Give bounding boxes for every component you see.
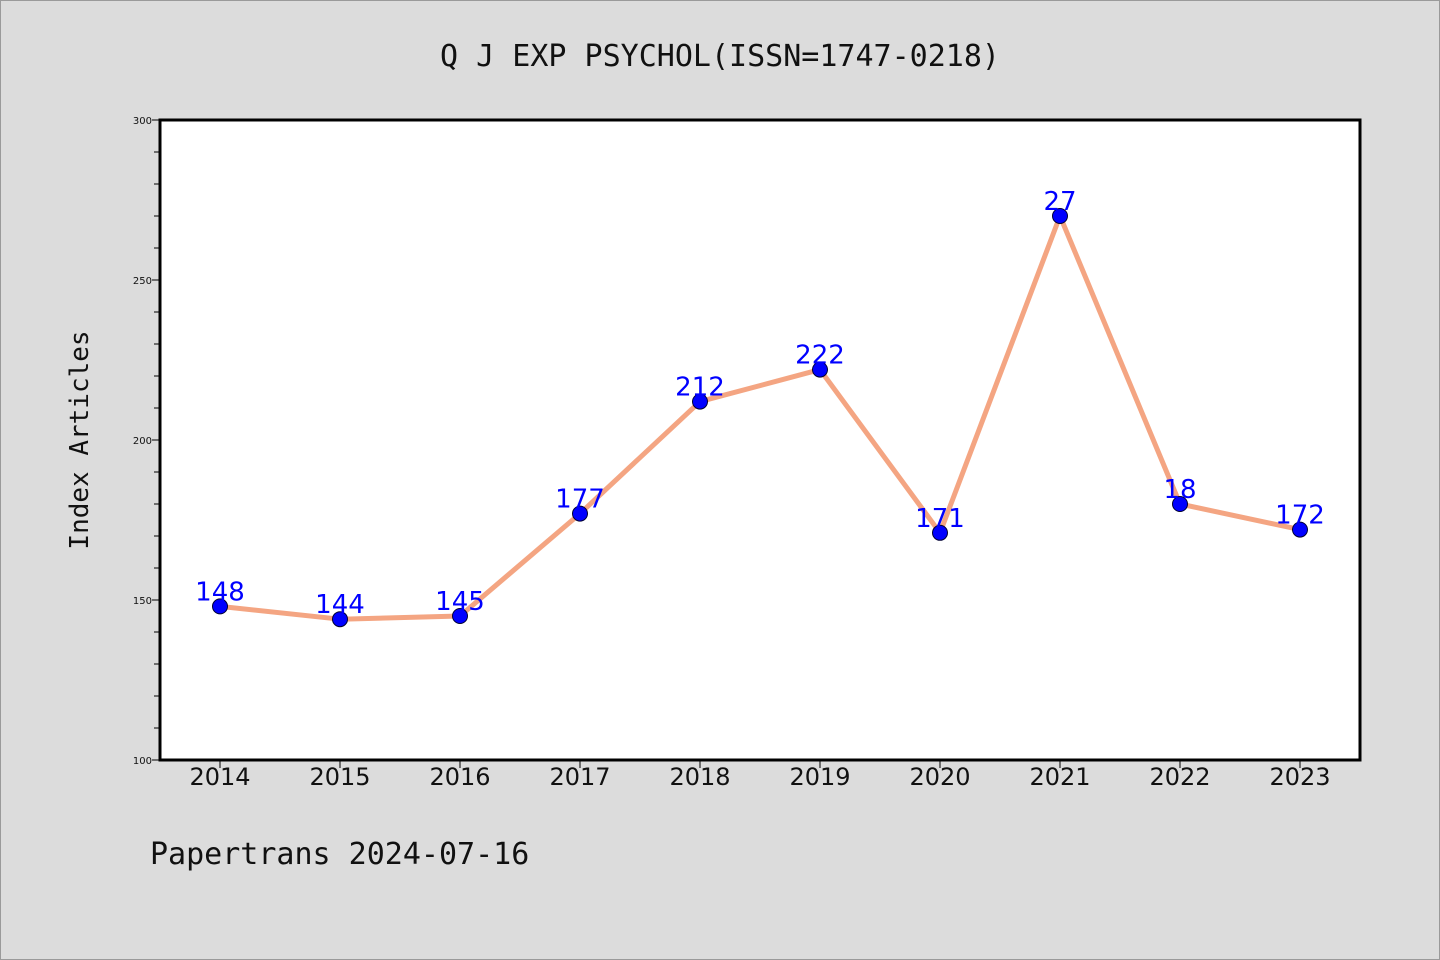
x-tick-label: 2023 bbox=[1269, 763, 1330, 791]
data-label: 18 bbox=[1163, 475, 1196, 505]
data-point bbox=[452, 608, 468, 624]
y-axis: 100 150 200 250 300 bbox=[133, 116, 160, 767]
y-tick-label: 250 bbox=[133, 276, 152, 287]
data-point bbox=[1172, 496, 1188, 512]
y-axis-label: Index Articles bbox=[65, 330, 95, 549]
data-point bbox=[1292, 521, 1308, 538]
plot-area bbox=[158, 118, 1362, 762]
data-label: 212 bbox=[675, 373, 725, 403]
data-point bbox=[812, 361, 828, 378]
x-tick-label: 2022 bbox=[1149, 763, 1210, 791]
y-tick-label: 100 bbox=[133, 756, 152, 767]
footer-credit: Papertrans 2024-07-16 bbox=[150, 837, 529, 872]
x-tick-label: 2020 bbox=[909, 763, 970, 791]
x-tick-label: 2016 bbox=[429, 763, 490, 791]
data-label: 177 bbox=[555, 485, 605, 515]
data-point bbox=[212, 598, 228, 615]
chart-title: Q J EXP PSYCHOL(ISSN=1747-0218) bbox=[440, 39, 1000, 74]
data-label: 148 bbox=[195, 577, 245, 607]
data-label: 27 bbox=[1043, 187, 1076, 217]
y-tick-label: 300 bbox=[133, 116, 152, 127]
x-tick-label: 2019 bbox=[789, 763, 850, 791]
x-tick-label: 2015 bbox=[309, 763, 370, 791]
data-label: 222 bbox=[795, 341, 845, 371]
x-tick-label: 2021 bbox=[1029, 763, 1090, 791]
data-label: 144 bbox=[315, 590, 365, 620]
data-point bbox=[692, 393, 708, 410]
data-label: 172 bbox=[1275, 501, 1325, 531]
data-point bbox=[932, 524, 948, 541]
data-labels: 148 144 145 177 212 222 171 27 18 172 bbox=[195, 187, 1325, 620]
x-axis: 2014 2015 2016 2017 2018 2019 2020 2021 2022 2023 bbox=[189, 760, 1331, 791]
data-point bbox=[332, 611, 348, 628]
y-tick-label: 200 bbox=[133, 436, 152, 447]
data-label: 145 bbox=[435, 587, 485, 617]
x-tick-label: 2017 bbox=[549, 763, 610, 791]
y-tick-label: 150 bbox=[133, 596, 152, 607]
x-tick-label: 2014 bbox=[189, 763, 250, 791]
data-points bbox=[212, 208, 1308, 628]
data-point bbox=[572, 505, 588, 522]
series-line-group bbox=[219, 213, 1301, 622]
data-label: 171 bbox=[915, 504, 965, 534]
x-tick-label: 2018 bbox=[669, 763, 730, 791]
data-point bbox=[1052, 208, 1068, 224]
series-line bbox=[219, 213, 1301, 622]
